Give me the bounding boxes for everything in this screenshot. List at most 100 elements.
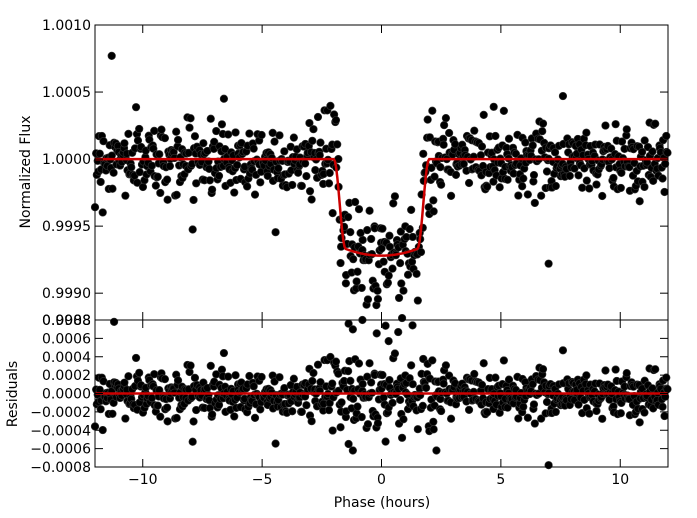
data-point [390, 192, 400, 201]
data-point [384, 271, 393, 280]
residual-point [188, 437, 197, 446]
residual-point [365, 359, 374, 368]
data-point [357, 283, 366, 293]
residual-point [483, 408, 492, 417]
residual-point [464, 405, 474, 414]
data-point [660, 187, 669, 197]
data-point [127, 163, 136, 172]
residual-point [324, 406, 334, 415]
residual-point [189, 417, 198, 426]
data-point [185, 123, 194, 132]
data-point [483, 182, 492, 191]
outlier-point [489, 102, 498, 111]
residual-point [367, 378, 376, 387]
data-point [521, 138, 530, 147]
data-point [316, 138, 325, 147]
data-point [346, 228, 355, 237]
data-point [416, 247, 426, 257]
data-point [157, 125, 166, 134]
data-point [249, 144, 258, 153]
data-point [441, 113, 451, 123]
data-point [440, 121, 449, 130]
data-point [373, 294, 383, 304]
x-tick-label: 10 [611, 472, 629, 488]
residual-point [231, 371, 240, 380]
residual-point [538, 365, 548, 374]
data-point [574, 171, 583, 180]
data-point [243, 182, 252, 191]
residual-point [289, 374, 298, 383]
data-point [349, 255, 358, 264]
residual-point [316, 378, 325, 387]
data-point [519, 174, 528, 183]
data-point [297, 181, 306, 191]
data-point [257, 130, 266, 140]
top-panel: 1.0010 1.0005 1.0000 0.9995 0.9990 0.9988 Nor… [18, 18, 672, 338]
residual-point [428, 356, 437, 365]
residual-point [388, 398, 397, 407]
data-point [160, 134, 170, 143]
data-point [580, 164, 589, 173]
data-point [150, 126, 159, 135]
data-point [230, 188, 239, 197]
residual-point [190, 373, 200, 382]
data-point [250, 190, 260, 199]
data-point [256, 178, 265, 187]
y-tick-label: 0.0008 [42, 313, 91, 329]
data-point [293, 168, 303, 177]
data-point [190, 132, 200, 141]
residual-point [160, 375, 170, 384]
data-point [570, 164, 579, 173]
data-point [325, 168, 334, 178]
residual-point [390, 349, 400, 358]
data-point [419, 149, 428, 158]
residual-point [658, 402, 667, 411]
data-point [188, 225, 197, 234]
residual-point [337, 398, 346, 407]
bottom-y-ticks: 0.0008 0.0006 0.0004 0.0002 0.0000 −0.0002 −0.… [30, 313, 668, 476]
data-point [425, 133, 434, 142]
data-point [385, 242, 394, 251]
data-point [550, 148, 560, 157]
residual-point [611, 365, 620, 374]
residual-point [336, 423, 345, 432]
data-point [504, 134, 514, 143]
data-point [270, 137, 279, 146]
residual-point [528, 380, 537, 389]
data-point [206, 114, 215, 123]
residual-point [640, 408, 649, 417]
data-point [388, 264, 397, 273]
data-point [365, 206, 374, 215]
data-point [135, 124, 144, 134]
residual-point [381, 437, 390, 446]
bottom-data-points [90, 317, 672, 470]
data-point [397, 279, 406, 288]
y-tick-label: 0.0002 [42, 368, 91, 384]
residual-point [399, 415, 408, 424]
residual-point [499, 356, 508, 365]
residual-point [648, 384, 657, 393]
residual-point [354, 359, 364, 368]
data-point [192, 179, 201, 188]
data-point [464, 178, 474, 188]
data-point [528, 141, 537, 150]
residual-point [585, 409, 594, 418]
data-point [396, 259, 405, 268]
transit-model-line [95, 157, 668, 257]
data-point [268, 128, 277, 137]
data-point [307, 195, 316, 204]
data-point [172, 190, 181, 199]
data-point [511, 149, 520, 158]
residual-outlier-point [219, 348, 229, 358]
residual-point [309, 368, 318, 378]
top-y-ticks: 1.0010 1.0005 1.0000 0.9995 0.9990 0.9988 [42, 18, 668, 329]
residual-point [156, 412, 165, 421]
residual-point [651, 365, 660, 374]
y-tick-label: 0.0006 [42, 331, 91, 347]
data-point [214, 171, 224, 180]
y-tick-label: −0.0008 [30, 460, 91, 476]
residual-point [592, 406, 601, 416]
outlier-point [558, 91, 568, 101]
data-point [99, 137, 108, 146]
